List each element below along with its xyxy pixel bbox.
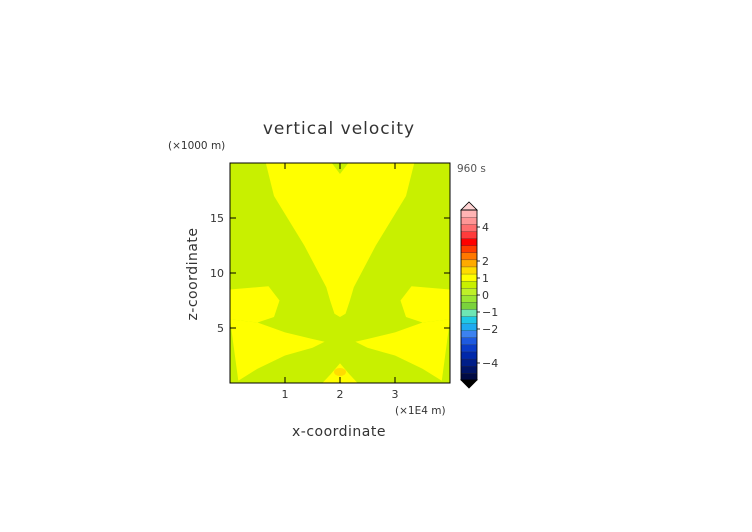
x-tick-label: 1: [282, 388, 289, 401]
colorbar-bin: [460, 280, 478, 289]
colorbar-bin: [460, 358, 478, 367]
colorbar-extend-bottom: [460, 379, 478, 389]
colorbar-bin: [460, 301, 478, 310]
x-unit-label: (×1E4 m): [395, 405, 446, 417]
contour-region-7: [334, 368, 346, 376]
contour-region-2: [230, 319, 325, 381]
colorbar-bin: [460, 252, 478, 261]
contour-regions: [230, 163, 450, 383]
colorbar-bin: [460, 209, 478, 218]
colorbar-bin: [460, 216, 478, 225]
colorbar-bin: [460, 351, 478, 360]
y-axis-title: z-coordinate: [185, 227, 201, 320]
y-axis-ticks: 5 10 15: [210, 212, 450, 335]
colorbar-tick-label: −2: [482, 323, 498, 336]
x-axis-ticks: 1 2 3: [282, 163, 399, 401]
x-axis-title: x-coordinate: [292, 424, 386, 440]
colorbar-bin: [460, 259, 478, 268]
y-unit-label: (×1000 m): [168, 140, 225, 152]
colorbar-bin: [460, 294, 478, 303]
colorbar-tick-label: −4: [482, 357, 498, 370]
colorbar-bin: [460, 330, 478, 338]
colorbar-bin: [460, 238, 478, 246]
colorbar-bin: [460, 344, 478, 353]
colorbar-bin: [460, 287, 478, 296]
colorbar-bin: [460, 266, 478, 275]
time-label: 960 s: [457, 163, 486, 175]
contour-region-3: [355, 319, 450, 381]
colorbar: 4 2 1 0 −1 −2 −4: [460, 201, 498, 389]
colorbar-bin: [460, 337, 478, 346]
colorbar-tick-label: 1: [482, 272, 489, 285]
colorbar-bin: [460, 316, 478, 324]
colorbar-tick-label: 2: [482, 255, 489, 268]
colorbar-bin: [460, 323, 478, 331]
y-tick-label: 10: [210, 267, 224, 280]
y-tick-label: 15: [210, 212, 224, 225]
chart-title: vertical velocity: [263, 119, 415, 139]
x-tick-label: 2: [337, 388, 344, 401]
x-tick-label: 3: [392, 388, 399, 401]
y-tick-label: 5: [217, 322, 224, 335]
colorbar-tick-label: 4: [482, 221, 489, 234]
contour-region-5: [400, 286, 450, 323]
contour-region-6: [265, 163, 415, 317]
colorbar-bin: [460, 231, 478, 239]
colorbar-bin: [460, 273, 478, 282]
colorbar-bin: [460, 309, 478, 317]
colorbar-tick-label: 0: [482, 289, 489, 302]
colorbar-bin: [460, 365, 478, 374]
colorbar-tick-label: −1: [482, 306, 498, 319]
colorbar-bin: [460, 224, 478, 232]
colorbar-extend-top: [460, 201, 478, 211]
colorbar-bin: [460, 372, 478, 381]
plot-area: 1 2 3 5 10 15: [210, 162, 451, 401]
contour-region-4: [230, 286, 280, 323]
colorbar-bin: [460, 245, 478, 253]
